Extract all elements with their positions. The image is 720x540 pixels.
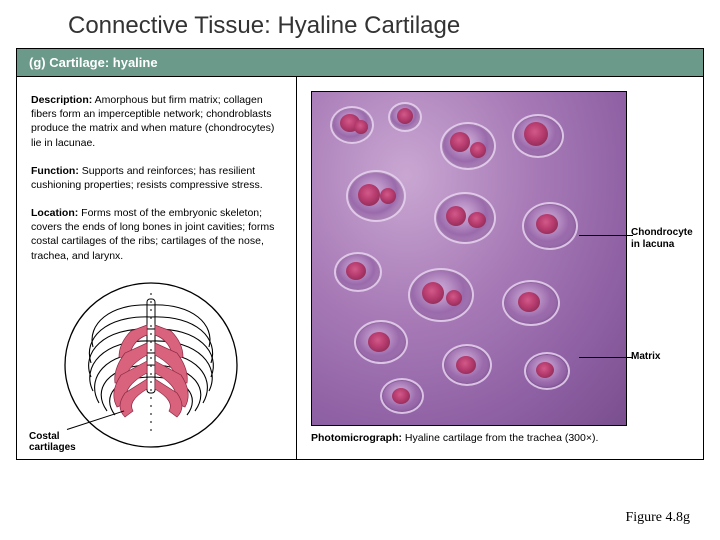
micrograph-column: Photomicrograph: Hyaline cartilage from … bbox=[297, 77, 703, 459]
leader-line bbox=[579, 357, 633, 358]
description-label: Description: bbox=[31, 94, 92, 106]
text-column: Description: Amorphous but firm matrix; … bbox=[17, 77, 297, 459]
photomicrograph-caption: Photomicrograph: Hyaline cartilage from … bbox=[311, 426, 627, 444]
function-block: Function: Supports and reinforces; has r… bbox=[31, 164, 286, 192]
nucleus bbox=[524, 122, 548, 146]
function-label: Function: bbox=[31, 165, 79, 177]
photomicrograph bbox=[311, 91, 627, 426]
nucleus bbox=[422, 282, 444, 304]
micrograph-label: Chondrocytein lacuna bbox=[631, 227, 701, 250]
caption-text: Hyaline cartilage from the trachea (300×… bbox=[402, 432, 598, 444]
nucleus bbox=[536, 214, 558, 234]
nucleus bbox=[470, 142, 486, 158]
figure-header: (g) Cartilage: hyaline bbox=[17, 49, 703, 77]
nucleus bbox=[536, 362, 554, 378]
leader-line bbox=[579, 235, 633, 236]
nucleus bbox=[468, 212, 486, 228]
nucleus bbox=[368, 332, 390, 352]
nucleus bbox=[354, 120, 368, 134]
description-block: Description: Amorphous but firm matrix; … bbox=[31, 93, 286, 150]
location-block: Location: Forms most of the embryonic sk… bbox=[31, 206, 286, 263]
nucleus bbox=[456, 356, 476, 374]
nucleus bbox=[450, 132, 470, 152]
nucleus bbox=[518, 292, 540, 312]
ribcage-icon bbox=[59, 277, 244, 452]
nucleus bbox=[397, 108, 413, 124]
location-label: Location: bbox=[31, 207, 78, 219]
diagram-label-costal: Costal cartilages bbox=[29, 431, 85, 453]
nucleus bbox=[358, 184, 380, 206]
figure-reference: Figure 4.8g bbox=[625, 510, 690, 526]
page-title: Connective Tissue: Hyaline Cartilage bbox=[0, 0, 720, 48]
figure-body: Description: Amorphous but firm matrix; … bbox=[17, 77, 703, 459]
anatomy-diagram: Costal cartilages bbox=[31, 277, 286, 447]
nucleus bbox=[380, 188, 396, 204]
micrograph-label: Matrix bbox=[631, 351, 701, 363]
nucleus bbox=[392, 388, 410, 404]
nucleus bbox=[346, 262, 366, 280]
nucleus bbox=[446, 290, 462, 306]
figure-panel: (g) Cartilage: hyaline Description: Amor… bbox=[16, 48, 704, 460]
nucleus bbox=[446, 206, 466, 226]
caption-label: Photomicrograph: bbox=[311, 432, 402, 444]
